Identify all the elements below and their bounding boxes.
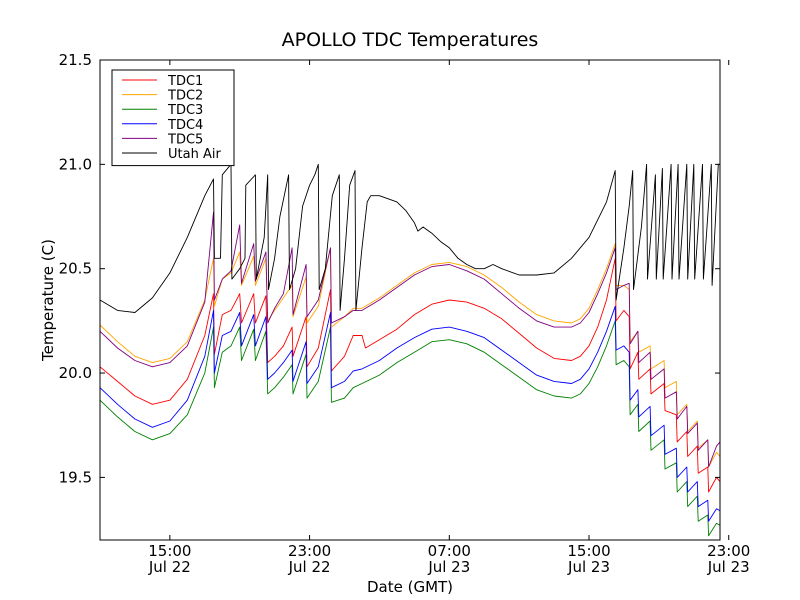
x-tick-label-time: 23:00: [288, 542, 331, 560]
chart-title: APOLLO TDC Temperatures: [282, 29, 539, 51]
series-layer: [99, 163, 721, 537]
y-tick-label: 19.5: [59, 468, 92, 486]
x-tick-label-time: 23:00: [707, 542, 750, 560]
x-tick-label-time: 15:00: [148, 542, 191, 560]
x-tick-label-time: 07:00: [428, 542, 471, 560]
x-axis-label: Date (GMT): [367, 578, 453, 596]
series-line-tdc4: [99, 305, 721, 522]
x-tick-label-time: 15:00: [567, 542, 610, 560]
legend-label-tdc2: TDC2: [167, 89, 203, 104]
series-line-tdc5: [99, 211, 721, 468]
legend-label-tdc3: TDC3: [167, 103, 203, 118]
y-tick-label: 21.0: [59, 155, 92, 173]
legend-box: [111, 69, 235, 167]
series-line-utah-air: [99, 163, 720, 313]
legend-label-tdc1: TDC1: [167, 74, 203, 89]
x-tick-label-date: Jul 23: [707, 558, 750, 576]
x-tick-label-date: Jul 23: [427, 558, 470, 576]
plot-frame: [99, 59, 721, 541]
y-tick-label: 21.5: [59, 51, 92, 69]
y-tick-label: 20.0: [59, 364, 92, 382]
legend-label-tdc4: TDC4: [167, 118, 203, 133]
legend-label-tdc5: TDC5: [167, 132, 203, 147]
legend-label-utah-air: Utah Air: [168, 147, 221, 162]
x-tick-label-date: Jul 23: [567, 558, 610, 576]
series-line-tdc2: [99, 243, 721, 468]
y-axis-label: Temperature (C): [39, 239, 57, 362]
x-tick-label-date: Jul 22: [288, 558, 331, 576]
y-tick-label: 20.5: [59, 260, 92, 278]
x-tick-label-date: Jul 22: [148, 558, 191, 576]
